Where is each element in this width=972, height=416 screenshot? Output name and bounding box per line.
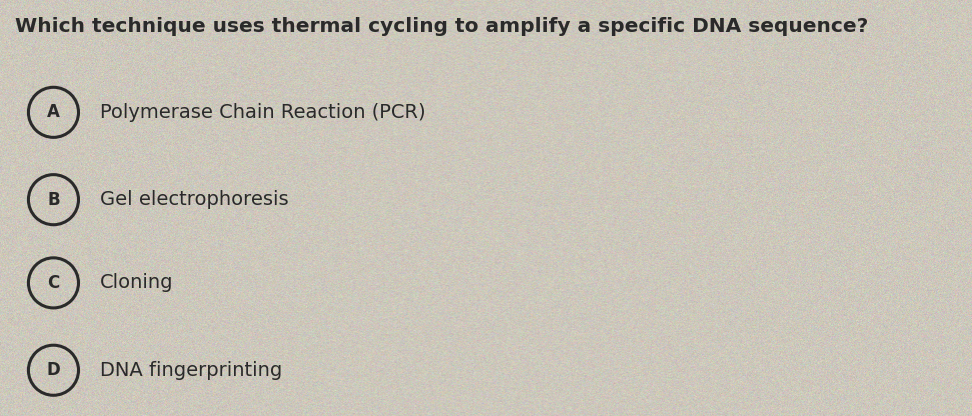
Text: Polymerase Chain Reaction (PCR): Polymerase Chain Reaction (PCR) xyxy=(100,103,426,122)
Text: DNA fingerprinting: DNA fingerprinting xyxy=(100,361,282,380)
Point xyxy=(46,196,61,203)
Point xyxy=(46,109,61,116)
Text: B: B xyxy=(48,191,59,209)
Text: Which technique uses thermal cycling to amplify a specific DNA sequence?: Which technique uses thermal cycling to … xyxy=(15,17,868,36)
Point xyxy=(46,367,61,374)
Text: Cloning: Cloning xyxy=(100,273,174,292)
Text: A: A xyxy=(47,103,60,121)
Point xyxy=(46,280,61,286)
Text: Gel electrophoresis: Gel electrophoresis xyxy=(100,190,289,209)
Text: D: D xyxy=(47,361,60,379)
Text: C: C xyxy=(48,274,59,292)
